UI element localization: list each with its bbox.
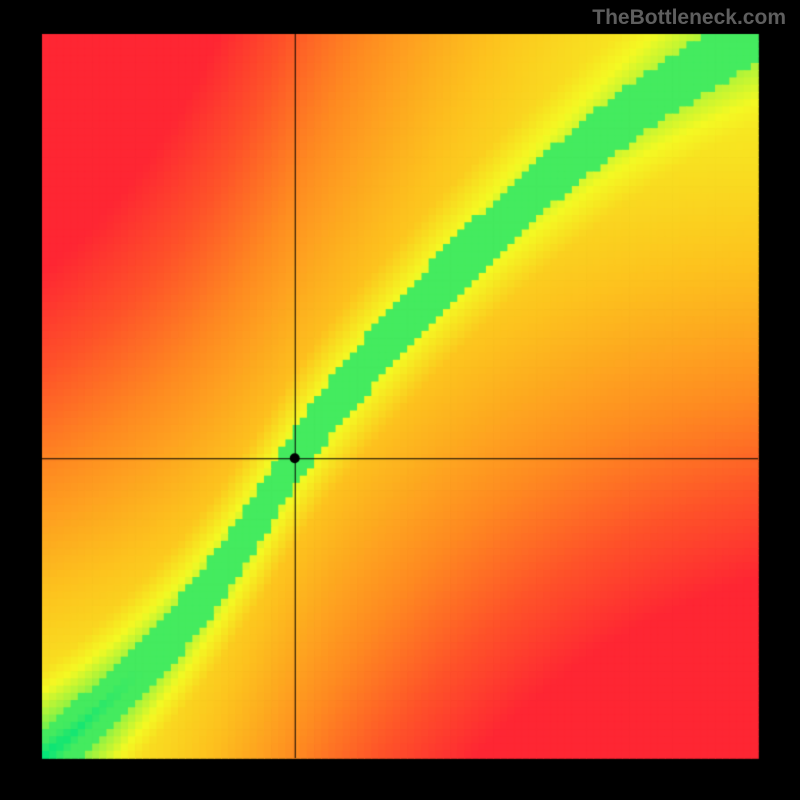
- bottleneck-heatmap: [0, 0, 800, 800]
- watermark-text: TheBottleneck.com: [592, 6, 786, 30]
- chart-container: TheBottleneck.com: [0, 0, 800, 800]
